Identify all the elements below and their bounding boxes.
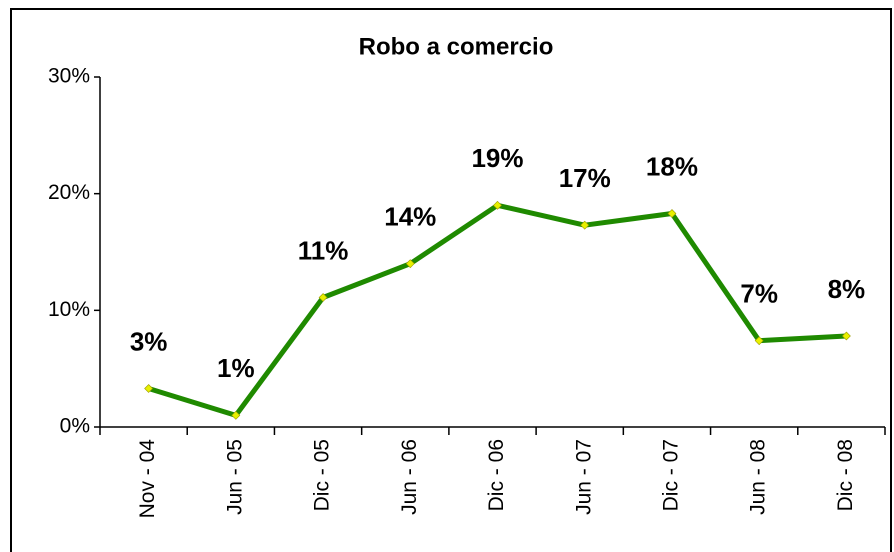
data-label: 14% [384, 202, 436, 232]
y-tick-label: 10% [48, 298, 90, 321]
x-tick-label: Nov - 04 [136, 439, 159, 519]
data-label: 11% [298, 235, 349, 265]
marker [405, 259, 415, 269]
marker [580, 220, 590, 230]
data-label: 17% [559, 163, 611, 193]
marker [493, 200, 502, 210]
x-tick-label: Jun - 05 [223, 439, 246, 515]
data-label: 1% [217, 353, 255, 383]
y-tick-label: 20% [48, 181, 90, 204]
x-tick-label: Jun - 08 [747, 439, 770, 515]
data-label: 3% [130, 326, 168, 356]
chart-title: Robo a comercio [359, 33, 554, 60]
x-tick-label: Dic - 08 [834, 439, 857, 511]
data-label: 18% [646, 151, 698, 181]
marker [318, 293, 328, 302]
x-tick-label: Dic - 06 [485, 439, 508, 511]
marker [754, 336, 764, 346]
marker [841, 331, 851, 341]
x-tick-label: Dic - 05 [311, 439, 334, 511]
y-tick-label: 0% [60, 415, 90, 438]
x-tick-label: Dic - 07 [659, 439, 682, 511]
marker [231, 410, 241, 420]
marker [144, 384, 154, 393]
chart-frame [10, 8, 892, 552]
x-tick-label: Jun - 06 [398, 439, 421, 515]
data-label: 19% [471, 143, 523, 173]
x-tick-label: Jun - 07 [572, 439, 595, 515]
data-label: 7% [740, 279, 778, 309]
data-label: 8% [828, 274, 866, 304]
marker [667, 209, 677, 218]
y-tick-label: 30% [48, 65, 90, 88]
